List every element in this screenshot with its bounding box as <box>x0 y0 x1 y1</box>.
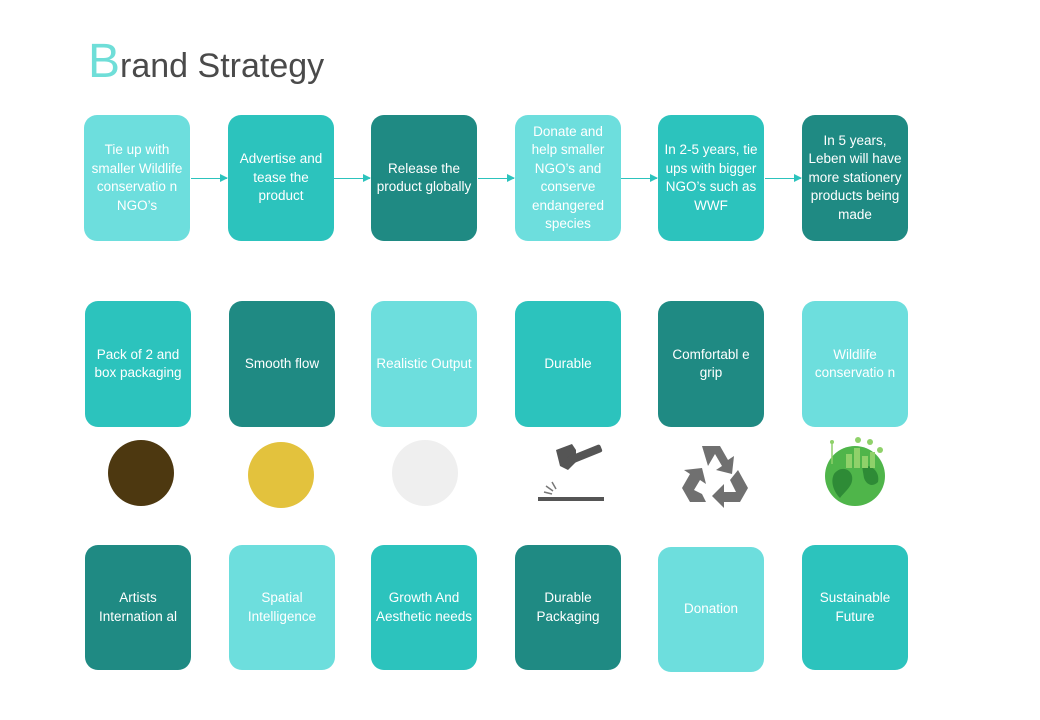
timeline-arrow <box>621 174 658 182</box>
timeline-arrow <box>191 174 228 182</box>
timeline-arrow <box>334 174 371 182</box>
hammer-icon <box>538 444 604 501</box>
target-box-3: Growth And Aesthetic needs <box>371 545 477 670</box>
gold-circle <box>248 442 314 508</box>
target-box-5: Donation <box>658 547 764 672</box>
timeline-step-1: Tie up with smaller Wildlife conservatio… <box>84 115 190 241</box>
feature-box-1: Pack of 2 and box packaging <box>85 301 191 427</box>
timeline-arrow <box>478 174 515 182</box>
feature-box-6: Wildlife conservatio n <box>802 301 908 427</box>
timeline-arrow <box>765 174 802 182</box>
timeline-step-4: Donate and help smaller NGO’s and conser… <box>515 115 621 241</box>
timeline-step-5: In 2-5 years, tie ups with bigger NGO’s … <box>658 115 764 241</box>
page-title: Brand Strategy <box>88 38 324 86</box>
target-box-2: Spatial Intelligence <box>229 545 335 670</box>
target-box-1: Artists Internation al <box>85 545 191 670</box>
feature-box-4: Durable <box>515 301 621 427</box>
target-box-4: Durable Packaging <box>515 545 621 670</box>
timeline-step-3: Release the product globally <box>371 115 477 241</box>
feature-box-2: Smooth flow <box>229 301 335 427</box>
white-circle <box>392 440 458 506</box>
target-box-6: Sustainable Future <box>802 545 908 670</box>
green-earth-icon <box>825 437 885 506</box>
title-rest: rand Strategy <box>120 47 325 85</box>
recycle-icon <box>682 446 748 508</box>
brown-circle <box>108 440 174 506</box>
feature-box-5: Comfortabl e grip <box>658 301 764 427</box>
title-initial: B <box>88 35 121 88</box>
timeline-step-2: Advertise and tease the product <box>228 115 334 241</box>
feature-box-3: Realistic Output <box>371 301 477 427</box>
timeline-step-6: In 5 years, Leben will have more station… <box>802 115 908 241</box>
